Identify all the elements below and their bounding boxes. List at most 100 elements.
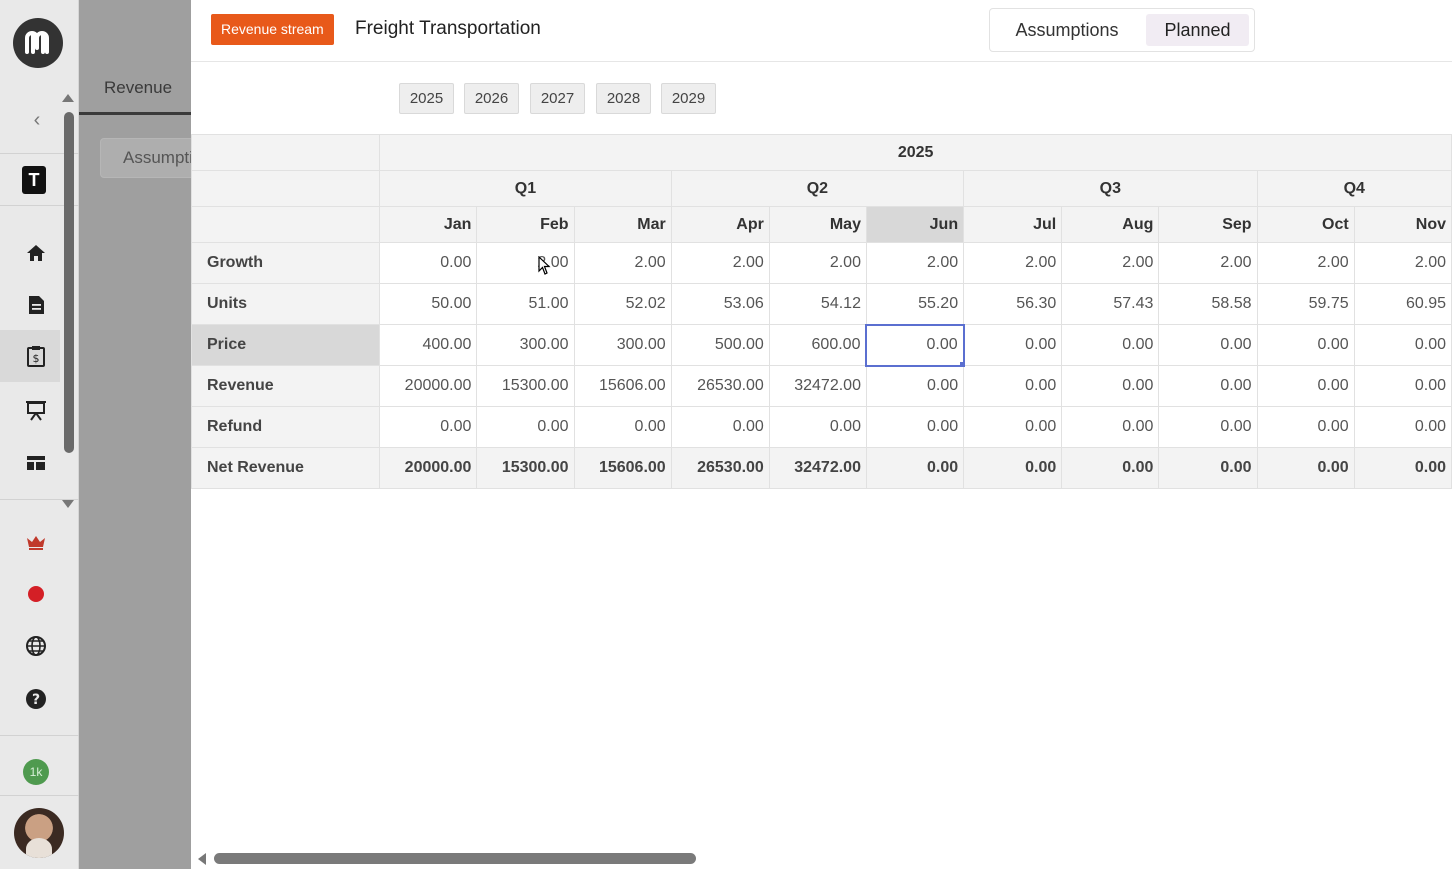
table-cell[interactable]: 54.12 [768,283,867,325]
rail-scroll-up-icon[interactable] [62,94,74,102]
table-cell[interactable]: 300.00 [476,324,575,366]
table-cell[interactable]: 0.00 [1158,447,1258,489]
table-cell[interactable]: 500.00 [670,324,770,366]
table-cell[interactable]: 2.00 [1353,242,1452,284]
table-cell[interactable]: 0.00 [379,406,478,448]
help-icon[interactable]: ? [24,687,48,711]
assumptions-toggle-button[interactable]: Assumptions [1015,20,1119,40]
table-cell[interactable]: 0.00 [1353,365,1452,407]
table-cell[interactable]: 32472.00 [768,447,867,489]
table-cell[interactable]: 60.95 [1353,283,1452,325]
notification-count-badge[interactable]: 1k [23,759,49,785]
table-cell[interactable]: 0.00 [1061,324,1160,366]
user-avatar[interactable] [14,808,64,858]
table-cell[interactable]: 0.00 [476,406,575,448]
table-cell[interactable]: 0.00 [1061,365,1160,407]
table-cell[interactable]: 55.20 [865,283,965,325]
document-icon[interactable] [24,293,48,317]
table-cell[interactable]: 0.00 [1256,365,1355,407]
table-cell[interactable]: 59.75 [1256,283,1355,325]
table-cell[interactable]: 0.00 [379,242,478,284]
presentation-icon[interactable] [24,398,48,422]
table-cell[interactable]: 2.00 [573,242,672,284]
table-cell[interactable]: 0.00 [865,447,965,489]
table-cell[interactable]: 600.00 [768,324,867,366]
table-cell[interactable]: 2.00 [476,242,575,284]
table-cell[interactable]: 0.00 [1158,365,1258,407]
table-cell[interactable]: 2.00 [670,242,770,284]
workspace-badge[interactable]: T [22,166,46,194]
assumptions-pill[interactable]: Assumptions [100,138,200,178]
table-cell[interactable]: 50.00 [379,283,478,325]
table-cell[interactable]: 2.00 [768,242,867,284]
month-header-selected: Jun [865,206,965,243]
horizontal-scrollbar-thumb[interactable] [214,853,696,864]
table-cell[interactable]: 58.58 [1158,283,1258,325]
table-cell[interactable]: 0.00 [670,406,770,448]
table-cell[interactable]: 0.00 [963,324,1063,366]
month-header: Mar [573,206,672,243]
year-button[interactable]: 2027 [530,83,585,114]
dashboard-icon[interactable] [24,451,48,475]
table-cell[interactable]: 52.02 [573,283,672,325]
table-cell[interactable]: 2.00 [963,242,1063,284]
planned-toggle-button[interactable]: Planned [1146,14,1249,46]
table-cell[interactable]: 2.00 [1256,242,1355,284]
year-button[interactable]: 2025 [399,83,454,114]
secondary-panel: Revenue Assumptions [79,0,200,869]
home-icon[interactable] [24,241,48,265]
table-cell[interactable]: 26530.00 [670,447,770,489]
scroll-left-icon[interactable] [198,853,206,865]
year-button[interactable]: 2028 [596,83,651,114]
rail-active-highlight [0,330,60,382]
year-button[interactable]: 2026 [464,83,519,114]
table-cell[interactable]: 0.00 [1061,406,1160,448]
table-cell[interactable]: 56.30 [963,283,1063,325]
record-icon[interactable] [24,582,48,606]
rail-scroll-down-icon[interactable] [62,500,74,508]
table-cell[interactable]: 15606.00 [573,365,672,407]
table-cell[interactable]: 20000.00 [379,447,478,489]
crown-icon[interactable] [24,530,48,554]
rail-scrollbar-thumb[interactable] [64,112,74,453]
globe-icon[interactable] [24,634,48,658]
selected-cell[interactable]: 0.00 [865,323,965,367]
table-cell[interactable]: 15300.00 [476,447,575,489]
table-cell[interactable]: 0.00 [1353,406,1452,448]
table-cell[interactable]: 0.00 [1353,324,1452,366]
table-cell[interactable]: 53.06 [670,283,770,325]
table-cell[interactable]: 0.00 [1158,324,1258,366]
table-cell[interactable]: 51.00 [476,283,575,325]
revenue-tab[interactable]: Revenue [79,62,191,115]
dollar-clipboard-icon[interactable]: $ [24,344,48,368]
table-cell[interactable]: 0.00 [768,406,867,448]
table-cell[interactable]: 2.00 [865,242,965,284]
app-logo-icon[interactable] [13,18,63,68]
collapse-chevron-icon[interactable]: ‹ [33,109,41,131]
table-cell[interactable]: 0.00 [865,365,965,407]
table-cell[interactable]: 0.00 [963,365,1063,407]
table-cell[interactable]: 400.00 [379,324,478,366]
table-cell[interactable]: 0.00 [1256,447,1355,489]
table-cell[interactable]: 32472.00 [768,365,867,407]
table-cell[interactable]: 20000.00 [379,365,478,407]
month-header: Sep [1158,206,1258,243]
table-cell[interactable]: 0.00 [1256,406,1355,448]
table-cell[interactable]: 26530.00 [670,365,770,407]
header-corner [190,170,381,207]
table-cell[interactable]: 15300.00 [476,365,575,407]
table-cell[interactable]: 57.43 [1061,283,1160,325]
table-cell[interactable]: 0.00 [1061,447,1160,489]
year-button[interactable]: 2029 [661,83,716,114]
table-cell[interactable]: 0.00 [963,406,1063,448]
table-cell[interactable]: 0.00 [865,406,965,448]
table-cell[interactable]: 2.00 [1158,242,1258,284]
table-cell[interactable]: 15606.00 [573,447,672,489]
table-cell[interactable]: 0.00 [1353,447,1452,489]
table-cell[interactable]: 0.00 [1256,324,1355,366]
table-cell[interactable]: 300.00 [573,324,672,366]
table-cell[interactable]: 2.00 [1061,242,1160,284]
table-cell[interactable]: 0.00 [573,406,672,448]
table-cell[interactable]: 0.00 [1158,406,1258,448]
table-cell[interactable]: 0.00 [963,447,1063,489]
